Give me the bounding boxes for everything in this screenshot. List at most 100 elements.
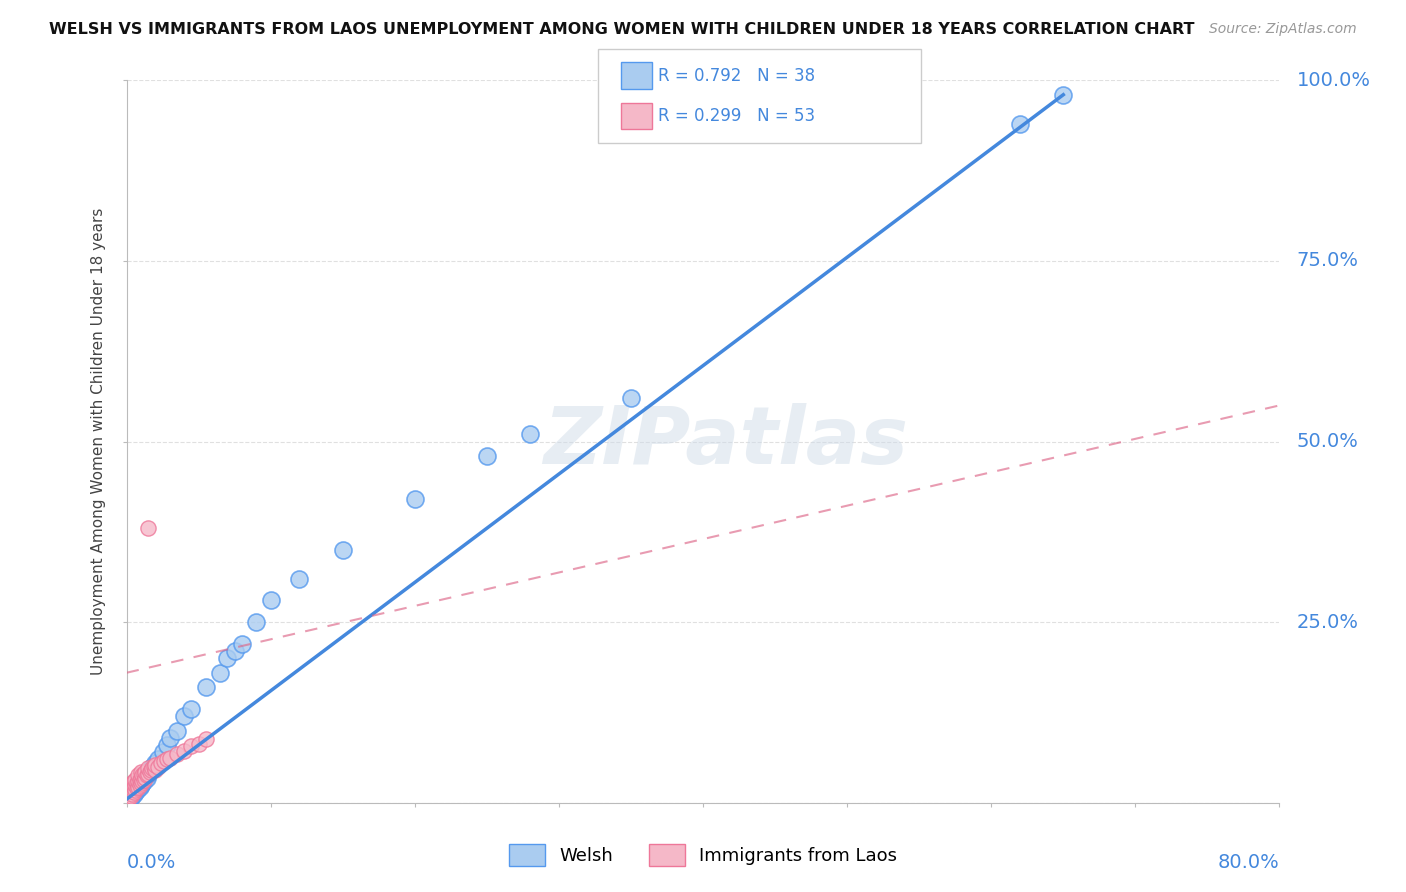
- Point: [156, 752, 179, 766]
- Point: [159, 731, 181, 745]
- Point: [134, 765, 156, 780]
- Point: [136, 767, 159, 781]
- Point: [1052, 87, 1074, 102]
- Point: [135, 771, 157, 785]
- Point: [121, 789, 143, 803]
- Point: [127, 781, 149, 796]
- Point: [121, 775, 143, 789]
- Point: [125, 775, 148, 789]
- Text: 75.0%: 75.0%: [1296, 252, 1358, 270]
- Point: [259, 593, 281, 607]
- Point: [124, 778, 146, 792]
- Point: [475, 449, 498, 463]
- Point: [136, 761, 159, 775]
- Text: 100.0%: 100.0%: [1296, 70, 1371, 90]
- Point: [173, 709, 195, 723]
- Point: [132, 772, 155, 787]
- Point: [131, 768, 153, 782]
- Point: [166, 723, 188, 738]
- Point: [132, 774, 155, 789]
- Point: [124, 785, 146, 799]
- Point: [122, 787, 145, 801]
- Point: [122, 780, 145, 794]
- Text: ZIPatlas: ZIPatlas: [544, 402, 908, 481]
- Point: [145, 756, 166, 770]
- Point: [156, 738, 179, 752]
- Point: [134, 771, 156, 785]
- Point: [125, 781, 148, 796]
- Point: [120, 790, 142, 805]
- Point: [125, 782, 148, 797]
- Point: [127, 774, 149, 789]
- Point: [166, 747, 188, 761]
- Point: [124, 772, 146, 787]
- Point: [120, 789, 142, 803]
- Point: [121, 781, 143, 796]
- Point: [152, 745, 174, 759]
- Point: [138, 765, 160, 780]
- Point: [122, 774, 145, 789]
- Text: R = 0.299   N = 53: R = 0.299 N = 53: [658, 107, 815, 125]
- Point: [117, 789, 139, 803]
- Point: [121, 787, 143, 801]
- Point: [404, 492, 426, 507]
- Point: [141, 760, 163, 774]
- Point: [118, 790, 141, 805]
- Y-axis label: Unemployment Among Women with Children Under 18 years: Unemployment Among Women with Children U…: [91, 208, 107, 675]
- Point: [129, 775, 152, 789]
- Text: 50.0%: 50.0%: [1296, 432, 1358, 451]
- Point: [1010, 117, 1032, 131]
- Text: 0.0%: 0.0%: [127, 854, 176, 872]
- Point: [141, 761, 163, 775]
- Point: [159, 751, 181, 765]
- Point: [139, 764, 162, 778]
- Point: [118, 785, 141, 799]
- Point: [132, 767, 155, 781]
- Point: [173, 744, 195, 758]
- Point: [127, 768, 149, 782]
- Point: [231, 637, 253, 651]
- Point: [332, 542, 354, 557]
- Text: 25.0%: 25.0%: [1296, 613, 1358, 632]
- Point: [131, 774, 153, 789]
- Point: [128, 778, 150, 792]
- Point: [145, 758, 166, 772]
- Point: [194, 732, 217, 747]
- Point: [136, 767, 159, 781]
- Point: [124, 782, 146, 797]
- Point: [129, 765, 152, 780]
- Point: [122, 785, 145, 799]
- Text: Source: ZipAtlas.com: Source: ZipAtlas.com: [1209, 22, 1357, 37]
- Point: [118, 792, 141, 806]
- Point: [135, 768, 157, 782]
- Point: [128, 772, 150, 787]
- Point: [519, 427, 541, 442]
- Point: [127, 780, 149, 794]
- Point: [128, 780, 150, 794]
- Legend: Welsh, Immigrants from Laos: Welsh, Immigrants from Laos: [502, 837, 904, 873]
- Point: [129, 778, 152, 792]
- Point: [117, 792, 139, 806]
- Point: [153, 754, 176, 768]
- Point: [148, 752, 170, 766]
- Point: [150, 756, 173, 770]
- Point: [142, 760, 165, 774]
- Text: 80.0%: 80.0%: [1218, 854, 1279, 872]
- Point: [129, 771, 152, 785]
- Point: [245, 615, 267, 630]
- Point: [148, 760, 170, 774]
- Point: [288, 572, 311, 586]
- Point: [145, 764, 166, 778]
- Point: [120, 782, 142, 797]
- Point: [118, 781, 141, 796]
- Point: [620, 391, 643, 405]
- Point: [180, 739, 202, 754]
- Point: [194, 680, 217, 694]
- Point: [224, 644, 246, 658]
- Point: [217, 651, 239, 665]
- Text: WELSH VS IMMIGRANTS FROM LAOS UNEMPLOYMENT AMONG WOMEN WITH CHILDREN UNDER 18 YE: WELSH VS IMMIGRANTS FROM LAOS UNEMPLOYME…: [49, 22, 1195, 37]
- Point: [136, 521, 159, 535]
- Point: [187, 737, 209, 751]
- Point: [131, 775, 153, 789]
- Point: [209, 665, 232, 680]
